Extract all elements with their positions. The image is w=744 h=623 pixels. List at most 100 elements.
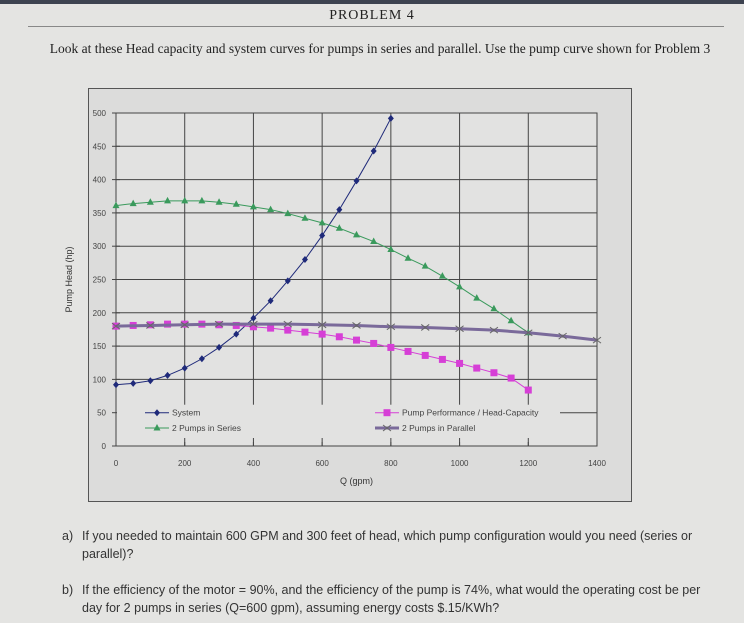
data-point-2-pumps-in-series xyxy=(421,262,429,269)
divider xyxy=(28,26,724,27)
legend-marker xyxy=(382,424,392,432)
data-point-system xyxy=(353,177,360,185)
data-point-pump-performance-head-capacity xyxy=(490,369,498,377)
x-tick-label: 400 xyxy=(247,459,261,468)
data-point-2-pumps-in-parallel xyxy=(249,320,258,328)
data-point-2-pumps-in-series xyxy=(232,200,240,207)
y-tick-label: 50 xyxy=(97,409,106,418)
x-tick-label: 1400 xyxy=(588,459,606,468)
data-point-2-pumps-in-series xyxy=(353,230,360,238)
y-tick-label: 350 xyxy=(93,209,107,218)
data-point-2-pumps-in-parallel xyxy=(523,329,533,337)
data-point-pump-performance-head-capacity xyxy=(456,359,464,367)
data-point-2-pumps-in-series xyxy=(284,209,292,217)
data-point-2-pumps-in-series xyxy=(301,214,309,221)
legend-marker xyxy=(383,409,391,417)
legend-label: 2 Pumps in Series xyxy=(172,423,241,433)
data-point-2-pumps-in-series xyxy=(335,224,343,231)
question-label: a) xyxy=(62,529,74,543)
data-point-pump-performance-head-capacity xyxy=(284,326,292,334)
page-title: PROBLEM 4 xyxy=(329,8,415,23)
data-point-pump-performance-head-capacity xyxy=(301,328,309,336)
question-text: If the efficiency of the motor = 90%, an… xyxy=(82,583,701,615)
data-point-2-pumps-in-parallel xyxy=(558,332,567,340)
data-point-pump-performance-head-capacity xyxy=(404,347,412,355)
data-point-2-pumps-in-parallel xyxy=(352,322,361,329)
data-point-system xyxy=(147,377,154,385)
data-point-system xyxy=(370,147,377,155)
data-point-pump-performance-head-capacity xyxy=(524,386,532,394)
data-point-2-pumps-in-parallel xyxy=(283,320,293,328)
data-point-pump-performance-head-capacity xyxy=(473,364,481,372)
data-point-2-pumps-in-series xyxy=(370,237,378,245)
data-point-system xyxy=(164,371,171,379)
data-point-2-pumps-in-series xyxy=(473,294,481,301)
data-point-pump-performance-head-capacity xyxy=(353,336,360,344)
y-tick-label: 200 xyxy=(93,309,107,318)
data-point-system xyxy=(181,364,188,372)
data-point-2-pumps-in-parallel xyxy=(317,321,327,329)
question-a: a) If you needed to maintain 600 GPM and… xyxy=(62,527,722,563)
question-text: If you needed to maintain 600 GPM and 30… xyxy=(82,529,693,561)
x-tick-label: 1200 xyxy=(519,459,537,468)
legend-marker xyxy=(154,409,160,417)
data-point-pump-performance-head-capacity xyxy=(249,323,257,331)
data-point-2-pumps-in-series xyxy=(404,254,412,261)
x-tick-label: 200 xyxy=(178,459,192,468)
data-point-2-pumps-in-series xyxy=(267,205,275,213)
data-point-system xyxy=(319,232,326,240)
y-tick-label: 100 xyxy=(93,375,107,384)
y-tick-label: 300 xyxy=(93,242,107,251)
data-point-system xyxy=(250,314,257,322)
data-point-2-pumps-in-parallel xyxy=(214,320,224,328)
data-point-2-pumps-in-parallel xyxy=(111,322,121,330)
y-axis-label: Pump Head (hp) xyxy=(64,246,74,312)
y-tick-label: 500 xyxy=(93,109,107,118)
data-point-2-pumps-in-parallel xyxy=(420,324,430,331)
data-point-pump-performance-head-capacity xyxy=(421,351,429,359)
legend-label: Pump Performance / Head-Capacity xyxy=(402,408,539,418)
legend-label: 2 Pumps in Parallel xyxy=(402,423,475,433)
data-point-pump-performance-head-capacity xyxy=(335,333,343,341)
data-point-pump-performance-head-capacity xyxy=(438,355,446,363)
intro-text: Look at these Head capacity and system c… xyxy=(49,41,711,56)
data-point-system xyxy=(267,297,274,305)
x-tick-label: 0 xyxy=(114,459,119,468)
data-point-2-pumps-in-series xyxy=(387,245,395,253)
data-point-2-pumps-in-parallel xyxy=(146,322,155,329)
data-point-2-pumps-in-series xyxy=(456,282,464,290)
data-point-2-pumps-in-parallel xyxy=(455,325,464,333)
question-b: b) If the efficiency of the motor = 90%,… xyxy=(62,581,722,617)
legend-box xyxy=(117,404,596,442)
data-point-2-pumps-in-series xyxy=(318,218,326,226)
data-point-system xyxy=(301,256,308,264)
data-point-system xyxy=(216,343,223,351)
data-point-pump-performance-head-capacity xyxy=(318,330,326,338)
data-point-2-pumps-in-series xyxy=(249,202,257,210)
data-point-2-pumps-in-series xyxy=(507,316,515,324)
y-tick-label: 400 xyxy=(93,176,107,185)
data-point-system xyxy=(113,381,119,389)
data-point-system xyxy=(387,114,394,122)
data-point-2-pumps-in-parallel xyxy=(489,326,499,334)
data-point-2-pumps-in-parallel xyxy=(386,323,396,331)
y-tick-label: 150 xyxy=(93,342,107,351)
data-point-pump-performance-head-capacity xyxy=(507,374,515,382)
data-point-system xyxy=(284,277,291,285)
x-tick-label: 600 xyxy=(315,459,329,468)
data-point-2-pumps-in-series xyxy=(164,196,172,204)
top-bar xyxy=(0,0,744,4)
data-point-system xyxy=(130,379,137,387)
x-tick-label: 1000 xyxy=(451,459,469,468)
data-point-pump-performance-head-capacity xyxy=(370,339,378,347)
question-label: b) xyxy=(62,583,74,597)
y-tick-label: 0 xyxy=(102,442,107,451)
data-point-system xyxy=(233,330,240,338)
legend-marker xyxy=(153,424,161,431)
x-axis-label: Q (gpm) xyxy=(340,476,373,486)
data-point-2-pumps-in-parallel xyxy=(180,321,190,329)
data-point-2-pumps-in-series xyxy=(181,196,189,204)
data-point-pump-performance-head-capacity xyxy=(387,343,395,351)
data-point-2-pumps-in-series xyxy=(490,304,498,312)
